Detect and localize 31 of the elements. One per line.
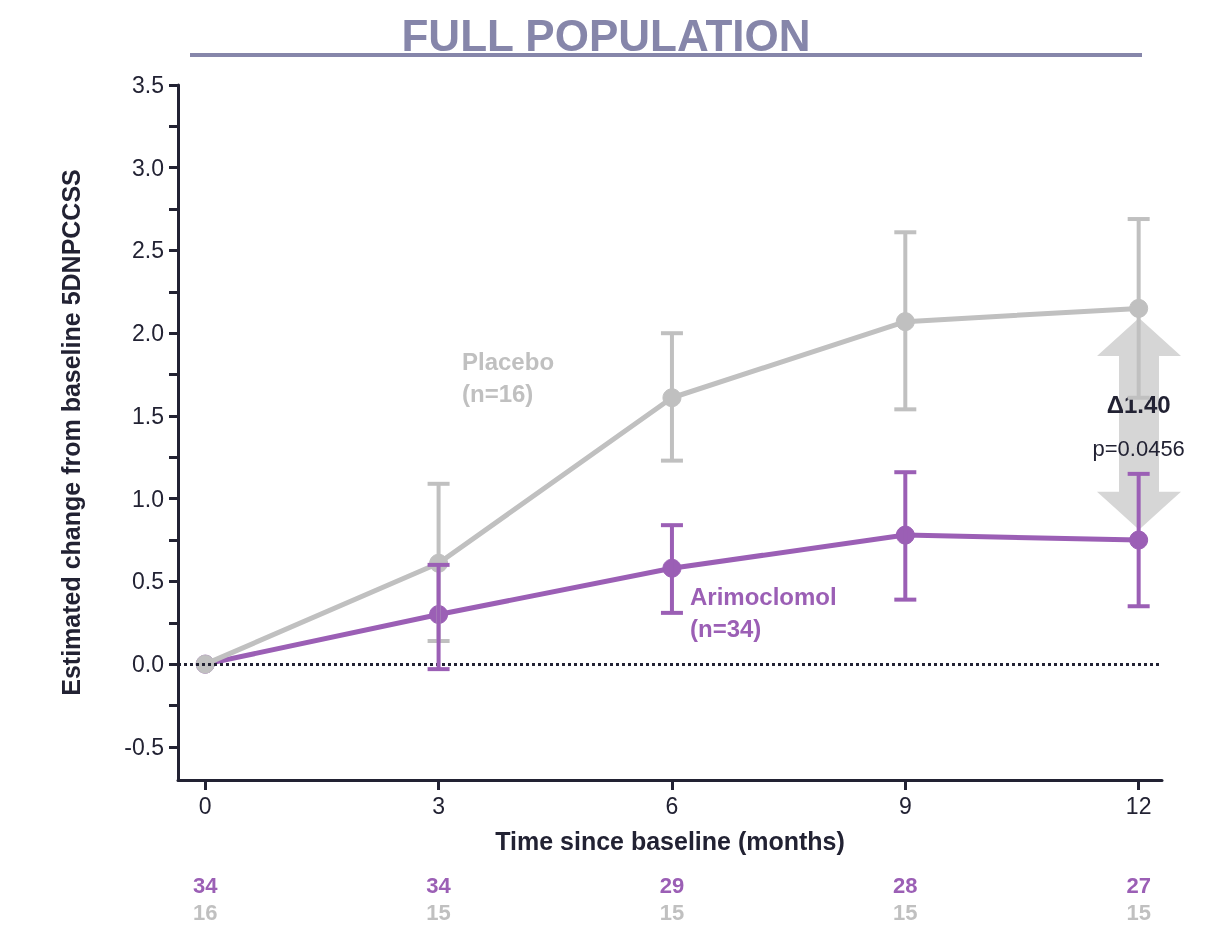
x-tick-label: 0 [198, 792, 212, 819]
y-axis-title: Estimated change from baseline 5DNPCCSS [57, 169, 85, 696]
y-tick-label: 3.5 [132, 72, 164, 98]
text: 28 [893, 872, 918, 898]
y-tick-label: 0.0 [132, 651, 164, 678]
text: 34 [192, 872, 219, 898]
annotation: p=0.0456 [1092, 435, 1185, 461]
y-tick-label: 1.0 [132, 485, 164, 512]
x-tick-label: 12 [1125, 792, 1152, 819]
y-tick-label: 0.5 [132, 568, 164, 595]
annotation: Δ1.40 [1106, 390, 1171, 418]
text: 29 [659, 872, 685, 898]
text: 15 [1126, 899, 1151, 925]
text: Placebo (n=16) [462, 347, 555, 407]
text: 16 [192, 899, 218, 925]
text: 15 [659, 899, 685, 925]
text: 27 [1126, 872, 1151, 898]
text: 34 [426, 872, 452, 898]
y-tick-label: -0.5 [124, 733, 164, 760]
y-tick-label: 1.5 [132, 402, 164, 429]
y-tick-label: 2.0 [132, 320, 164, 347]
x-tick-label: 6 [665, 792, 679, 819]
y-tick-label: 3.0 [132, 154, 164, 181]
chart-title: FULL POPULATION [401, 10, 811, 60]
x-axis-title: Time since baseline (months) [495, 826, 845, 855]
series-label: Arimoclomol (n=34) [690, 582, 837, 642]
text: 15 [426, 899, 451, 925]
text: 15 [893, 899, 918, 925]
x-tick-label: 9 [898, 792, 912, 819]
x-tick-label: 3 [432, 792, 445, 819]
y-tick-label: 2.5 [132, 237, 164, 264]
